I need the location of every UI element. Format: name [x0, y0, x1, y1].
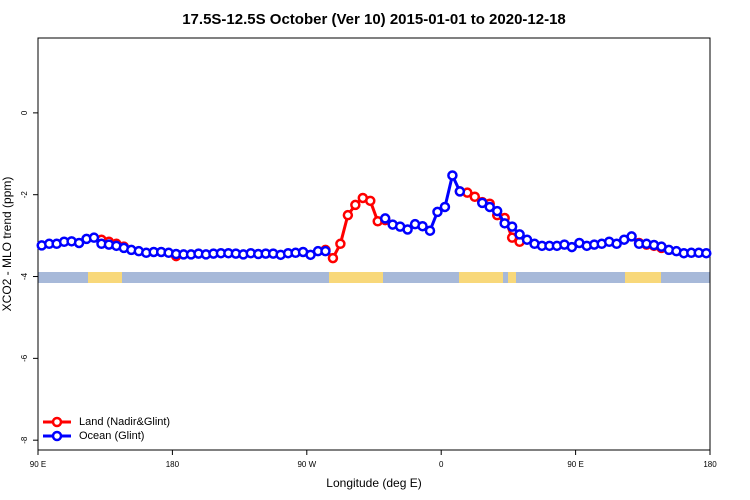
data-point [88, 232, 100, 243]
data-point [432, 206, 443, 218]
land-mask [508, 272, 516, 283]
surface-mask [38, 272, 710, 283]
data-point [439, 201, 451, 213]
data-point [454, 186, 466, 197]
data-point [611, 238, 622, 250]
data-point [521, 234, 533, 245]
land-mask [88, 272, 122, 283]
chart-title: 17.5S-12.5S October (Ver 10) 2015-01-01 … [182, 11, 566, 28]
legend-label: Ocean (Glint) [79, 430, 144, 442]
data-point [320, 245, 331, 257]
data-point [402, 224, 413, 235]
data-point [327, 252, 339, 264]
data-point [342, 209, 354, 221]
x-tick-label: 0 [439, 460, 444, 469]
legend-label: Land (Nadir&Glint) [79, 416, 170, 428]
data-point [335, 238, 346, 250]
x-tick-label: 180 [703, 460, 717, 469]
legend-marker [51, 430, 63, 442]
data-point [469, 191, 481, 202]
land-mask [625, 272, 661, 283]
x-tick-label: 90 E [30, 460, 46, 469]
data-point [350, 199, 361, 211]
data-point [701, 247, 712, 259]
data-point [447, 170, 458, 181]
data-point [484, 201, 495, 213]
data-point [514, 229, 525, 240]
data-point [379, 213, 391, 224]
y-axis-label: XCO2 - MLO trend (ppm) [0, 177, 14, 312]
data-point [73, 237, 85, 249]
x-axis-label: Longitude (deg E) [326, 476, 421, 490]
data-point [626, 231, 637, 242]
legend-marker [51, 416, 63, 428]
y-tick-label: -4 [20, 272, 29, 280]
data-point [477, 197, 488, 209]
data-point [566, 241, 578, 253]
y-tick-label: -2 [20, 191, 29, 199]
x-tick-label: 90 E [567, 460, 583, 469]
y-tick-label: -6 [20, 354, 29, 362]
data-point [491, 205, 503, 217]
y-tick-label: -8 [20, 436, 29, 444]
y-tick-label: 0 [20, 110, 29, 115]
land-mask [459, 272, 503, 283]
data-point [424, 225, 436, 236]
x-tick-label: 180 [166, 460, 180, 469]
land-mask [329, 272, 383, 283]
data-point [506, 221, 518, 232]
data-point [417, 220, 428, 232]
data-point [365, 195, 376, 207]
x-tick-label: 90 W [297, 460, 316, 469]
